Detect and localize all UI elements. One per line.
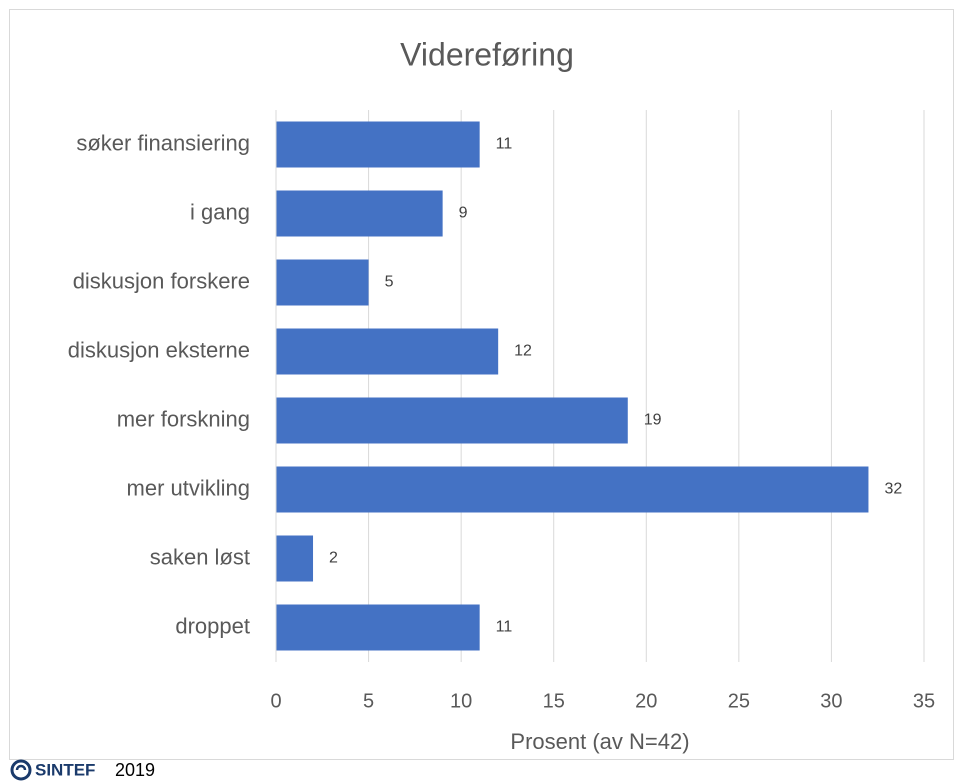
y-tick-label: i gang — [190, 199, 250, 224]
bar — [276, 604, 480, 651]
data-label: 12 — [514, 343, 532, 360]
footer-year: 2019 — [115, 760, 155, 780]
x-axis-label: Prosent (av N=42) — [510, 729, 689, 754]
y-tick-label: søker finansiering — [76, 130, 250, 155]
bar — [276, 121, 480, 168]
chart-title: Videreføring — [400, 36, 574, 72]
y-tick-label: saken løst — [150, 544, 250, 569]
data-label: 32 — [884, 481, 902, 498]
y-tick-label: mer forskning — [117, 406, 250, 431]
bar — [276, 397, 628, 444]
y-tick-label: droppet — [175, 613, 250, 638]
footer-logo — [10, 759, 32, 781]
bar — [276, 190, 443, 237]
y-tick-label: diskusjon forskere — [73, 268, 250, 293]
x-tick-label: 30 — [820, 690, 842, 712]
data-label: 5 — [385, 274, 394, 291]
x-tick-label: 15 — [543, 690, 565, 712]
x-tick-label: 10 — [450, 690, 472, 712]
x-tick-label: 5 — [363, 690, 374, 712]
bar — [276, 535, 314, 582]
bar — [276, 466, 869, 513]
x-tick-label: 20 — [635, 690, 657, 712]
data-label: 19 — [644, 412, 662, 429]
data-label: 2 — [329, 550, 338, 567]
data-label: 11 — [496, 136, 513, 153]
footer-brand: SINTEF — [35, 760, 95, 779]
data-label: 11 — [496, 619, 513, 636]
bar — [276, 259, 369, 306]
y-tick-label: diskusjon eksterne — [68, 337, 250, 362]
x-tick-label: 35 — [913, 690, 935, 712]
y-tick-label: mer utvikling — [127, 475, 250, 500]
data-label: 9 — [459, 205, 468, 222]
chart-border — [9, 9, 954, 760]
bar — [276, 328, 499, 375]
x-tick-label: 25 — [728, 690, 750, 712]
x-tick-label: 0 — [270, 690, 281, 712]
